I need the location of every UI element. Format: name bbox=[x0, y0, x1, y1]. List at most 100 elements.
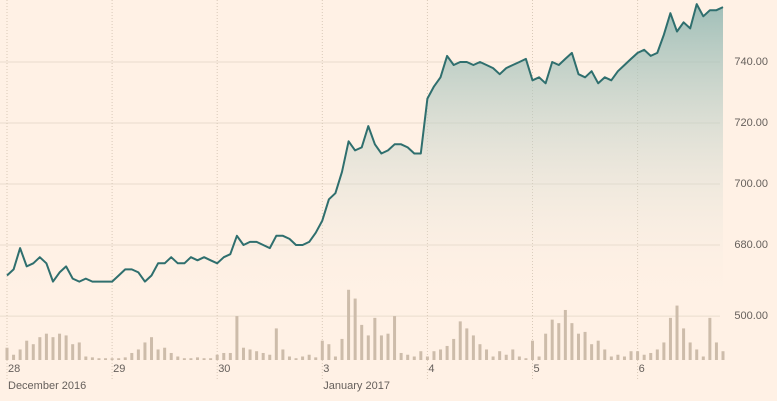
volume-bar bbox=[695, 349, 699, 360]
volume-bar bbox=[64, 335, 68, 360]
volume-bar bbox=[662, 342, 666, 360]
volume-bar bbox=[320, 340, 324, 360]
volume-bar bbox=[439, 349, 443, 360]
volume-bar bbox=[524, 358, 528, 360]
x-tick-label: 5 bbox=[534, 363, 540, 375]
volume-bar bbox=[379, 335, 383, 360]
volume-bar bbox=[485, 349, 489, 360]
volume-bar bbox=[570, 323, 574, 360]
volume-bar bbox=[228, 352, 232, 360]
volume-bar bbox=[117, 358, 121, 360]
volume-bar bbox=[471, 335, 475, 360]
volume-bar bbox=[550, 319, 554, 360]
y2-tick-label: 500.00 bbox=[734, 310, 768, 322]
volume-bar bbox=[708, 317, 712, 360]
volume-bar bbox=[347, 289, 351, 360]
volume-bar bbox=[71, 344, 75, 360]
volume-bar bbox=[688, 342, 692, 360]
volume-bar bbox=[622, 356, 626, 360]
volume-bar bbox=[675, 305, 679, 360]
volume-bar bbox=[12, 354, 16, 360]
volume-bar bbox=[123, 357, 127, 360]
volume-bar bbox=[169, 352, 173, 360]
volume-bar bbox=[130, 352, 134, 360]
volume-bar bbox=[255, 351, 259, 360]
volume-bar bbox=[714, 342, 718, 360]
volume-bar bbox=[668, 317, 672, 360]
volume-bar bbox=[136, 349, 140, 360]
volume-bar bbox=[97, 358, 101, 360]
price-area bbox=[7, 4, 723, 306]
volume-bar bbox=[38, 337, 42, 360]
volume-bar bbox=[268, 354, 272, 360]
volume-bar bbox=[544, 333, 548, 360]
volume-bar bbox=[176, 356, 180, 360]
y-tick-label: 700.00 bbox=[734, 178, 768, 190]
x-tick-label: 29 bbox=[113, 363, 125, 375]
volume-bar bbox=[340, 338, 344, 360]
volume-bar bbox=[649, 352, 653, 360]
volume-bar bbox=[491, 356, 495, 360]
volume-bar bbox=[445, 345, 449, 360]
volume-bar bbox=[517, 356, 521, 360]
volume-bar bbox=[406, 354, 410, 360]
volume-bar bbox=[314, 357, 318, 360]
volume-bar bbox=[603, 349, 607, 360]
volume-bar bbox=[294, 358, 298, 360]
month-label: January 2017 bbox=[323, 380, 390, 392]
volume-bar bbox=[531, 340, 535, 360]
volume-bar bbox=[609, 356, 613, 360]
volume-bar bbox=[235, 316, 239, 360]
volume-bar bbox=[25, 340, 29, 360]
volume-bar bbox=[44, 333, 48, 360]
volume-bar bbox=[458, 321, 462, 360]
volume-bar bbox=[721, 351, 725, 360]
volume-bar bbox=[182, 358, 186, 360]
volume-bar bbox=[301, 356, 305, 360]
volume-bar bbox=[498, 351, 502, 360]
x-tick-label: 4 bbox=[428, 363, 434, 375]
volume-bar bbox=[557, 323, 561, 360]
volume-bar bbox=[636, 351, 640, 360]
volume-bar bbox=[58, 333, 62, 360]
volume-bar bbox=[563, 309, 567, 360]
volume-bar bbox=[84, 356, 88, 360]
month-label: December 2016 bbox=[8, 380, 86, 392]
volume-bar bbox=[412, 356, 416, 360]
volume-bar bbox=[104, 358, 108, 360]
volume-bar bbox=[287, 356, 291, 360]
volume-bar bbox=[590, 344, 594, 360]
x-tick-label: 30 bbox=[218, 363, 230, 375]
volume-bar bbox=[701, 356, 705, 360]
volume-bar bbox=[241, 347, 245, 360]
volume-bar bbox=[274, 328, 278, 360]
volume-bar bbox=[655, 349, 659, 360]
volume-bar bbox=[248, 349, 252, 360]
volume-bar bbox=[327, 344, 331, 360]
volume-bar bbox=[110, 358, 114, 360]
volume-bar bbox=[504, 354, 508, 360]
volume-bar bbox=[195, 357, 199, 360]
y-tick-label: 720.00 bbox=[734, 117, 768, 129]
volume-bar bbox=[419, 351, 423, 360]
volume-bar bbox=[360, 324, 364, 360]
volume-bar bbox=[222, 352, 226, 360]
volume-bar bbox=[261, 352, 265, 360]
x-tick-label: 3 bbox=[323, 363, 329, 375]
volume-bar bbox=[373, 317, 377, 360]
volume-bar bbox=[386, 333, 390, 360]
volume-bar bbox=[576, 333, 580, 360]
volume-bar bbox=[5, 347, 9, 360]
volume-bar bbox=[163, 347, 167, 360]
volume-bar bbox=[399, 352, 403, 360]
volume-bar bbox=[478, 344, 482, 360]
volume-bar bbox=[209, 358, 213, 360]
volume-bar bbox=[366, 335, 370, 360]
volume-bar bbox=[307, 354, 311, 360]
volume-bar bbox=[596, 340, 600, 360]
volume-bar bbox=[18, 349, 22, 360]
volume-bar bbox=[465, 328, 469, 360]
volume-bar bbox=[150, 337, 154, 360]
